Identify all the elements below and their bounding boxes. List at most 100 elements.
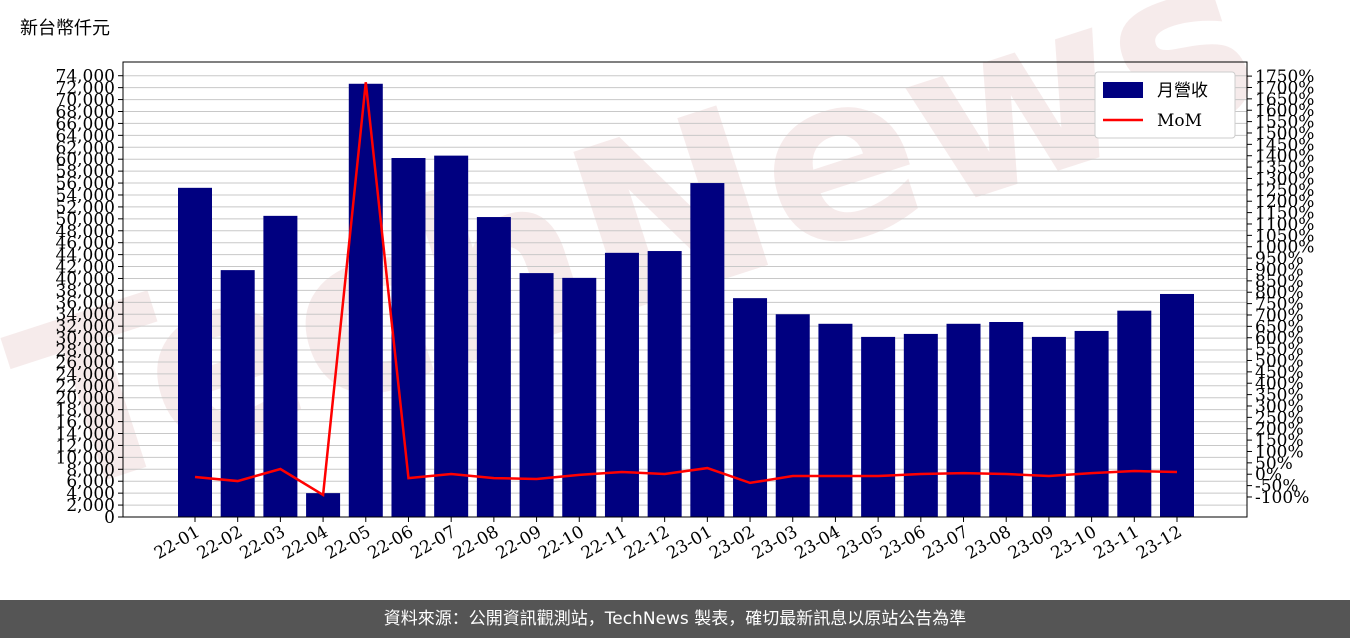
y2-tick-label: 0% <box>1255 465 1282 485</box>
y2-tick-label: 200% <box>1255 420 1304 440</box>
x-tick-label: 22-03 <box>236 522 288 564</box>
bar <box>1031 336 1066 517</box>
y-tick-label: 36,000 <box>56 293 115 313</box>
bar <box>562 277 597 517</box>
bar <box>989 322 1024 517</box>
bar <box>733 298 768 517</box>
y-tick-label: 12,000 <box>56 436 115 456</box>
bar <box>647 251 682 518</box>
bar <box>1117 310 1152 517</box>
y-tick-label: 38,000 <box>56 281 115 301</box>
y-tick-label: 58,000 <box>56 162 115 182</box>
y-tick-label: 48,000 <box>56 222 115 242</box>
y-tick-label: 56,000 <box>56 174 115 194</box>
y2-tick-label: 650% <box>1255 317 1304 337</box>
y2-tick-label: 1500% <box>1255 124 1314 144</box>
x-tick-label: 23-08 <box>962 522 1014 564</box>
bar <box>1160 293 1194 517</box>
y2-tick-label: 900% <box>1255 260 1304 280</box>
bar <box>604 252 639 517</box>
y2-tick-label: 1050% <box>1255 226 1314 246</box>
x-tick-label: 22-05 <box>322 522 374 564</box>
y2-tick-label: 1250% <box>1255 181 1314 201</box>
x-tick-label: 23-05 <box>834 522 886 564</box>
bar <box>519 273 554 517</box>
x-tick-label: 23-07 <box>920 522 972 564</box>
x-tick-label: 23-03 <box>749 522 801 564</box>
y-tick-label: 74,000 <box>56 67 115 87</box>
footer: 資料來源：公開資訊觀測站，TechNews 製表，確切最新訊息以原站公告為準 <box>0 600 1350 638</box>
y2-tick-label: 800% <box>1255 283 1304 303</box>
x-tick-label: 23-02 <box>706 522 758 564</box>
y-tick-label: 42,000 <box>56 258 115 278</box>
x-tick-label: 22-11 <box>578 522 630 564</box>
x-tick-label: 22-10 <box>535 522 587 564</box>
y-tick-label: 26,000 <box>56 353 115 373</box>
y-tick-label: 6,000 <box>66 472 115 492</box>
y-tick-label: 18,000 <box>56 401 115 421</box>
x-tick-label: 22-09 <box>493 522 545 564</box>
y-tick-label: 30,000 <box>56 329 115 349</box>
y2-tick-label: -100% <box>1255 488 1309 508</box>
x-tick-label: 23-10 <box>1048 522 1100 564</box>
legend-label: MoM <box>1157 111 1202 131</box>
x-tick-label: 23-04 <box>791 522 843 564</box>
y-tick-label: 22,000 <box>56 377 115 397</box>
y2-tick-label: 1300% <box>1255 169 1314 189</box>
y-tick-label: 72,000 <box>56 79 115 99</box>
y-tick-label: 24,000 <box>56 365 115 385</box>
x-tick-label: 22-07 <box>407 522 459 564</box>
y-tick-label: 52,000 <box>56 198 115 218</box>
y-tick-label: 32,000 <box>56 317 115 337</box>
x-tick-label: 22-02 <box>194 522 246 564</box>
y2-tick-label: 750% <box>1255 295 1304 315</box>
y-tick-label: 28,000 <box>56 341 115 361</box>
y2-tick-label: 1150% <box>1255 204 1314 224</box>
y2-tick-label: 1000% <box>1255 238 1314 258</box>
y2-tick-label: 1350% <box>1255 158 1314 178</box>
y2-tick-label: 1450% <box>1255 135 1314 155</box>
y2-tick-label: 700% <box>1255 306 1304 326</box>
y-tick-label: 46,000 <box>56 234 115 254</box>
y-tick-label: 66,000 <box>56 114 115 134</box>
bar <box>775 314 810 517</box>
y-tick-label: 54,000 <box>56 186 115 206</box>
bar <box>861 336 896 517</box>
y-tick-label: 60,000 <box>56 150 115 170</box>
y2-tick-label: 500% <box>1255 351 1304 371</box>
y2-tick-label: 150% <box>1255 431 1304 451</box>
y2-tick-label: 450% <box>1255 363 1304 383</box>
y-tick-label: 16,000 <box>56 413 115 433</box>
y-tick-label: 50,000 <box>56 210 115 230</box>
x-tick-label: 22-08 <box>450 522 502 564</box>
y-tick-label: 44,000 <box>56 246 115 266</box>
y2-tick-label: 1650% <box>1255 90 1314 110</box>
y-tick-label: 14,000 <box>56 425 115 445</box>
x-tick-label: 23-01 <box>663 522 715 564</box>
y2-tick-label: 400% <box>1255 374 1304 394</box>
y2-tick-label: 250% <box>1255 408 1304 428</box>
chart: TechNews02,0004,0006,0008,00010,00012,00… <box>0 0 1314 564</box>
y2-tick-label: 1100% <box>1255 215 1314 235</box>
y-tick-label: 68,000 <box>56 102 115 122</box>
legend-swatch <box>1103 82 1143 98</box>
y2-tick-label: 850% <box>1255 272 1304 292</box>
bar <box>348 83 383 517</box>
bar <box>391 158 426 518</box>
bar <box>946 323 981 517</box>
x-tick-label: 22-01 <box>151 522 203 564</box>
y-tick-label: 34,000 <box>56 305 115 325</box>
plot-frame <box>122 61 1248 518</box>
y2-tick-label: 100% <box>1255 442 1304 462</box>
unit-label: 新台幣仟元 <box>20 18 110 39</box>
bar <box>476 217 511 517</box>
bar <box>263 215 298 517</box>
x-tick-label: 23-09 <box>1005 522 1057 564</box>
y-tick-label: 8,000 <box>66 460 115 480</box>
y-tick-label: 64,000 <box>56 126 115 146</box>
y2-tick-label: 550% <box>1255 340 1304 360</box>
x-tick-label: 23-11 <box>1090 522 1142 564</box>
bar <box>178 187 212 517</box>
y2-tick-label: 1700% <box>1255 78 1314 98</box>
